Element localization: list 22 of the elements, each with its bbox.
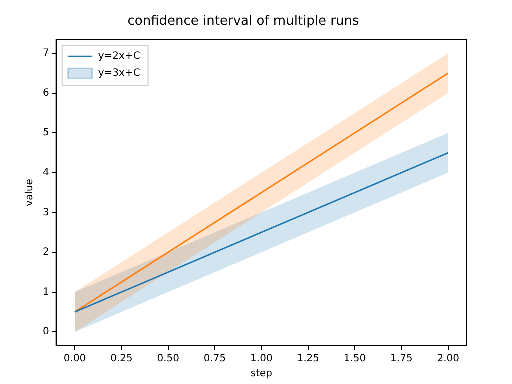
y-tick-label: 7 [42, 48, 50, 60]
x-tick-label: 0.00 [64, 354, 86, 365]
y-tick-label: 6 [42, 88, 50, 99]
legend-label: y=2x+C [98, 51, 140, 62]
y-tick-label: 5 [42, 128, 50, 139]
x-tick-label: 0.75 [204, 354, 226, 365]
x-tick-label: 0.25 [110, 354, 133, 365]
x-tick-label: 1.25 [297, 354, 320, 365]
x-tick-label: 1.75 [390, 354, 413, 365]
x-tick-label: 1.50 [344, 354, 366, 365]
x-axis-title: step [250, 368, 272, 380]
y-tick-label: 2 [42, 247, 50, 258]
x-tick-label: 1.00 [250, 354, 273, 365]
chart-title: confidence interval of multiple runs [128, 14, 360, 30]
x-tick-label: 0.50 [157, 354, 180, 365]
x-tick-label: 2.00 [437, 354, 460, 365]
y-tick-label: 1 [42, 286, 50, 298]
y-tick-label: 0 [42, 326, 50, 338]
y-tick-label: 3 [42, 207, 50, 218]
legend-label: y=3x+C [98, 68, 140, 80]
y-tick-label: 4 [42, 168, 50, 178]
y-axis-title: value [24, 179, 36, 206]
